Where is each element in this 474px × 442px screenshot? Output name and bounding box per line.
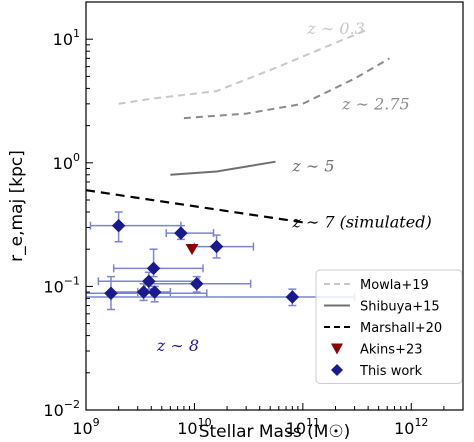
x-tick-exponent: 10 bbox=[198, 416, 212, 429]
series-line-marshall-20 bbox=[86, 189, 303, 224]
y-tick-label: 101 bbox=[53, 27, 80, 49]
data-point-this-work bbox=[189, 276, 204, 291]
legend-label: Shibuya+15 bbox=[360, 300, 440, 315]
annotation: z ∼ 2.75 bbox=[341, 94, 410, 113]
series-line-shibuya-15 bbox=[170, 160, 276, 176]
legend-swatch-diamond bbox=[331, 364, 343, 376]
legend-swatch-triangle bbox=[331, 343, 343, 355]
data-point-this-work bbox=[104, 286, 118, 301]
plot-area bbox=[86, 28, 391, 311]
legend-label: Akins+23 bbox=[360, 343, 422, 358]
data-point-this-work bbox=[174, 226, 188, 240]
y-tick-label: 100 bbox=[53, 151, 80, 173]
series-line-mowla-19 bbox=[183, 57, 391, 120]
y-tick-exponent: −2 bbox=[64, 398, 80, 411]
y-tick-label: 10−1 bbox=[43, 274, 80, 296]
x-tick-label: 109 bbox=[72, 416, 99, 438]
legend-box bbox=[315, 269, 463, 384]
x-tick-exponent: 11 bbox=[306, 416, 320, 429]
data-point-this-work bbox=[146, 261, 161, 276]
x-axis-label: Stellar Mass (M☉) bbox=[199, 422, 351, 442]
x-tick-label: 1012 bbox=[394, 416, 428, 438]
plot-frame bbox=[85, 1, 464, 411]
data-point-this-work bbox=[209, 239, 224, 254]
annotation: z ∼ 5 bbox=[291, 157, 334, 176]
data-point-this-work bbox=[136, 285, 151, 299]
y-tick-label: 10−2 bbox=[43, 398, 80, 420]
series-line-mowla-19 bbox=[118, 28, 369, 105]
annotation: z ∼ 8 bbox=[156, 336, 199, 355]
annotation: z ∼ 0.3 bbox=[306, 19, 364, 38]
x-tick-exponent: 12 bbox=[414, 416, 428, 429]
data-point-akins23 bbox=[185, 243, 199, 256]
legend-label: Mowla+19 bbox=[360, 278, 429, 293]
legend-label: This work bbox=[359, 364, 423, 379]
y-tick-exponent: 0 bbox=[73, 151, 80, 164]
data-point-this-work bbox=[147, 285, 162, 299]
x-tick-exponent: 9 bbox=[93, 416, 100, 429]
legend-label: Marshall+20 bbox=[360, 321, 442, 336]
data-point-this-work bbox=[142, 274, 156, 289]
annotation: z ∼ 7 (simulated) bbox=[291, 212, 431, 231]
y-tick-exponent: 1 bbox=[73, 27, 80, 40]
data-point-this-work bbox=[285, 290, 300, 304]
y-axis-label: r_e,maj [kpc] bbox=[7, 150, 27, 262]
data-point-this-work bbox=[111, 218, 126, 233]
legend: Mowla+19 Shibuya+15 Marshall+20 Akins+23 Thi… bbox=[315, 269, 463, 384]
y-tick-exponent: −1 bbox=[64, 274, 80, 287]
